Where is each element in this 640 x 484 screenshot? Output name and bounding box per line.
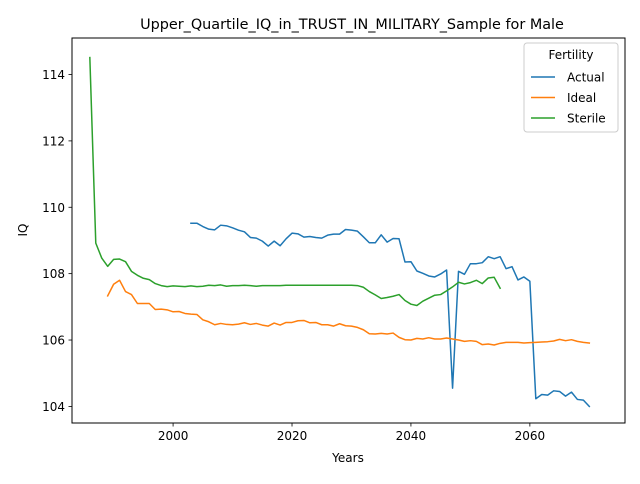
series-line-actual [190, 222, 591, 408]
legend-label-ideal: Ideal [567, 91, 596, 105]
x-axis: 2000 2020 2040 2060 [158, 423, 545, 443]
legend-label-sterile: Sterile [567, 112, 606, 126]
x-tick-label: 2060 [515, 429, 546, 443]
y-axis: 104 106 108 110 112 114 [42, 68, 72, 414]
legend-title: Fertility [548, 48, 593, 62]
legend: Fertility Actual Ideal Sterile [523, 42, 619, 133]
series-line-sterile [89, 56, 502, 307]
axes-frame [71, 37, 626, 424]
x-tick-label: 2040 [396, 429, 427, 443]
y-tick-label: 110 [42, 201, 65, 215]
x-axis-label: Years [331, 451, 364, 465]
x-tick-label: 2020 [277, 429, 308, 443]
plot-area [89, 56, 591, 408]
chart-title: Upper_Quartile_IQ_in_TRUST_IN_MILITARY_S… [140, 17, 564, 33]
x-tick-label: 2000 [158, 429, 189, 443]
y-tick-label: 106 [42, 334, 65, 348]
series-line-ideal [106, 279, 591, 346]
legend-label-actual: Actual [567, 71, 605, 85]
legend-box [523, 42, 619, 133]
y-tick-label: 114 [42, 68, 65, 82]
y-tick-label: 104 [42, 400, 65, 414]
y-axis-label: IQ [16, 224, 30, 237]
y-tick-label: 112 [42, 134, 65, 148]
y-tick-label: 108 [42, 267, 65, 281]
